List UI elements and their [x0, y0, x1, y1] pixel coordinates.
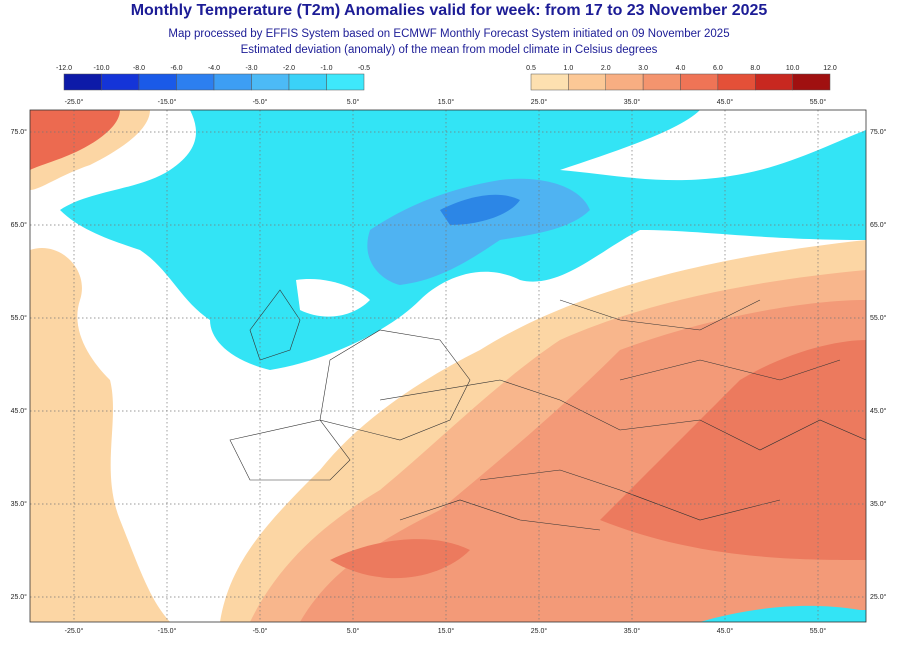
legend-swatch	[605, 73, 644, 91]
legend-label: 10.0	[786, 65, 800, 72]
legend-swatch	[755, 73, 793, 91]
longitude-label: 55.0°	[810, 627, 827, 635]
subtitle: Map processed by EFFIS System based on E…	[168, 28, 729, 40]
latitude-label: 65.0°	[870, 221, 887, 229]
longitude-label: -15.0°	[158, 627, 177, 635]
latitude-label: 55.0°	[870, 314, 887, 322]
longitude-label: 25.0°	[531, 98, 548, 106]
legend-swatch	[138, 73, 177, 91]
latitude-label: 65.0°	[11, 221, 28, 229]
legend-label: 3.0	[638, 65, 648, 72]
latitude-label: 75.0°	[11, 128, 28, 136]
longitude-label: 35.0°	[624, 98, 641, 106]
latitude-label: 45.0°	[11, 407, 28, 415]
legend: -12.0 -10.0 -8.0 -6.0 -4.0 -3.0 -2.0 -1.0 -0.5 0.…	[56, 65, 837, 91]
latitude-label: 35.0°	[11, 500, 28, 508]
legend-label: -12.0	[56, 65, 72, 72]
longitude-label: 25.0°	[531, 627, 548, 635]
longitude-label: 55.0°	[810, 98, 827, 106]
longitude-label: -25.0°	[65, 627, 84, 635]
latitude-label: 35.0°	[870, 500, 887, 508]
title: Monthly Temperature (T2m) Anomalies vali…	[131, 2, 768, 19]
legend-swatch	[326, 73, 365, 91]
longitude-label: -25.0°	[65, 98, 84, 106]
longitude-label: 5.0°	[347, 98, 360, 106]
legend-swatch	[568, 73, 606, 91]
legend-label: 8.0	[750, 65, 760, 72]
legend-label: 6.0	[713, 65, 723, 72]
axes: -25.0° -25.0° -15.0° -15.0° -5.0° -5.0° 5.0° 5.…	[11, 98, 887, 635]
longitude-label: 45.0°	[717, 627, 734, 635]
longitude-label: 5.0°	[347, 627, 360, 635]
legend-label: 1.0	[564, 65, 574, 72]
legend-swatch	[176, 73, 215, 91]
legend-swatch	[717, 73, 756, 91]
legend-label: -0.5	[358, 65, 370, 72]
longitude-label: 45.0°	[717, 98, 734, 106]
legend-label: 0.5	[526, 65, 536, 72]
legend-label: -6.0	[170, 65, 182, 72]
legend-label: -10.0	[94, 65, 110, 72]
legend-swatch	[63, 73, 102, 91]
latitude-label: 25.0°	[11, 593, 28, 601]
longitude-label: -15.0°	[158, 98, 177, 106]
anomaly-map	[30, 110, 866, 622]
legend-label: -2.0	[283, 65, 295, 72]
legend-swatch	[288, 73, 327, 91]
legend-swatch	[530, 73, 569, 91]
legend-swatch	[251, 73, 290, 91]
legend-label: 2.0	[601, 65, 611, 72]
longitude-label: -5.0°	[253, 98, 268, 106]
latitude-label: 45.0°	[870, 407, 887, 415]
latitude-label: 55.0°	[11, 314, 28, 322]
legend-swatch	[792, 73, 831, 91]
subtitle: Estimated deviation (anomaly) of the mea…	[241, 44, 658, 56]
legend-swatch	[101, 73, 140, 91]
legend-swatch	[642, 73, 681, 91]
legend-label: -1.0	[320, 65, 332, 72]
legend-label: 4.0	[676, 65, 686, 72]
longitude-label: -5.0°	[253, 627, 268, 635]
longitude-label: 15.0°	[438, 98, 455, 106]
latitude-label: 25.0°	[870, 593, 887, 601]
graticule	[30, 110, 866, 622]
legend-label: 12.0	[823, 65, 837, 72]
legend-swatch	[213, 73, 252, 91]
legend-swatch	[680, 73, 719, 91]
latitude-label: 75.0°	[870, 128, 887, 136]
longitude-label: 15.0°	[438, 627, 455, 635]
longitude-label: 35.0°	[624, 627, 641, 635]
map-frame	[29, 109, 867, 623]
legend-label: -8.0	[133, 65, 145, 72]
legend-label: -3.0	[245, 65, 257, 72]
legend-label: -4.0	[208, 65, 220, 72]
